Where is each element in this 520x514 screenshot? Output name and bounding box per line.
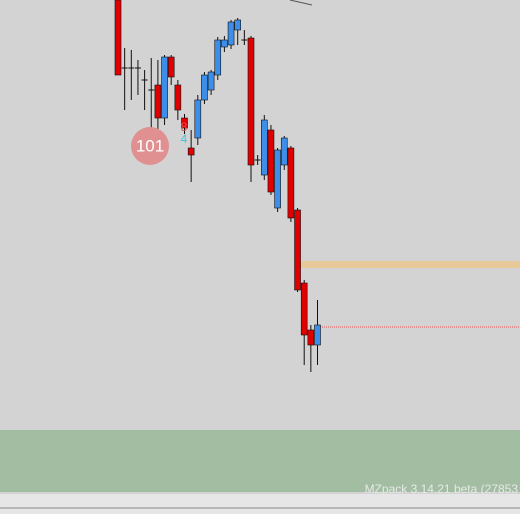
level-line	[300, 261, 520, 268]
candle-body	[287, 147, 295, 219]
candle-body	[214, 39, 222, 76]
candle-body	[300, 282, 308, 336]
watermark: MZpack 3.14.21 beta (27853	[365, 482, 519, 496]
candle-body	[227, 21, 235, 46]
candle-body	[181, 117, 188, 129]
drawing-line	[289, 0, 313, 6]
delta-label: 8	[181, 120, 188, 134]
candle-body	[207, 71, 215, 91]
candle-body	[294, 209, 301, 291]
candle-body	[201, 74, 208, 101]
candle-body	[314, 324, 321, 346]
candle-body	[154, 84, 162, 119]
status-strip	[0, 494, 520, 514]
candle-body	[247, 37, 255, 166]
candle-body	[274, 149, 281, 209]
candle-body	[167, 56, 175, 78]
candle-body	[187, 147, 195, 156]
candle-body	[174, 84, 182, 111]
delta-label: 4	[181, 132, 188, 146]
marker-label: 101	[136, 136, 164, 155]
candle-body	[280, 137, 288, 166]
candle-body	[194, 99, 202, 139]
candle-body	[221, 39, 228, 48]
volume-zone	[0, 430, 520, 492]
background	[0, 0, 520, 494]
marker-bubble	[131, 127, 169, 165]
candle-body	[260, 119, 268, 176]
candle-body	[307, 329, 315, 346]
candle-body	[267, 129, 275, 193]
candle-body	[114, 0, 122, 76]
candle-body	[234, 19, 241, 31]
candles	[114, 0, 321, 372]
candle-body	[161, 56, 168, 119]
